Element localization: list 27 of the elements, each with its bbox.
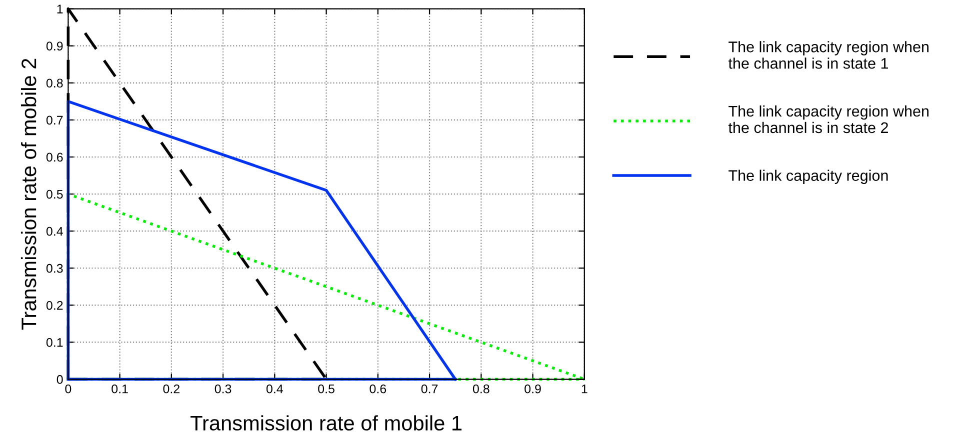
text: The link capacity region when the channel is in state 2: [728, 105, 928, 134]
y-tick-label: 0: [56, 375, 63, 384]
x-tick-label: 0.5: [318, 384, 334, 394]
x-tick-label: 0.9: [524, 384, 541, 394]
y-tick-label: 0.9: [46, 42, 63, 51]
x-tick-label: 0.3: [214, 384, 232, 394]
y-tick-label: 0.5: [46, 190, 63, 199]
x-tick-label: 1: [582, 384, 588, 394]
y-tick-label: 0.3: [46, 264, 63, 273]
y-tick-label: 0.8: [46, 78, 63, 88]
x-tick-label: 0.4: [266, 384, 283, 394]
y-tick-label: 0.4: [46, 226, 63, 236]
y-axis-title: Transmission rate of mobile 2: [20, 58, 36, 330]
x-tick-label: 0.7: [421, 384, 438, 394]
y-tick-label: 1: [57, 4, 63, 14]
x-axis-title: Transmission rate of mobile 1: [190, 415, 462, 431]
x-tick-label: 0.6: [370, 384, 386, 394]
y-tick-label: 0.2: [46, 300, 63, 310]
x-tick-label: 0.1: [112, 384, 128, 394]
text: The link capacity region when the channel is in state 1: [728, 41, 928, 69]
y-tick-label: 0.6: [46, 152, 63, 162]
y-tick-label: 0.7: [46, 116, 63, 125]
x-tick-label: 0.8: [472, 384, 490, 394]
x-tick-label: 0.2: [163, 384, 180, 394]
y-tick-label: 0.1: [46, 338, 63, 347]
text: The link capacity region: [728, 170, 888, 184]
x-tick-label: 0: [65, 384, 72, 394]
